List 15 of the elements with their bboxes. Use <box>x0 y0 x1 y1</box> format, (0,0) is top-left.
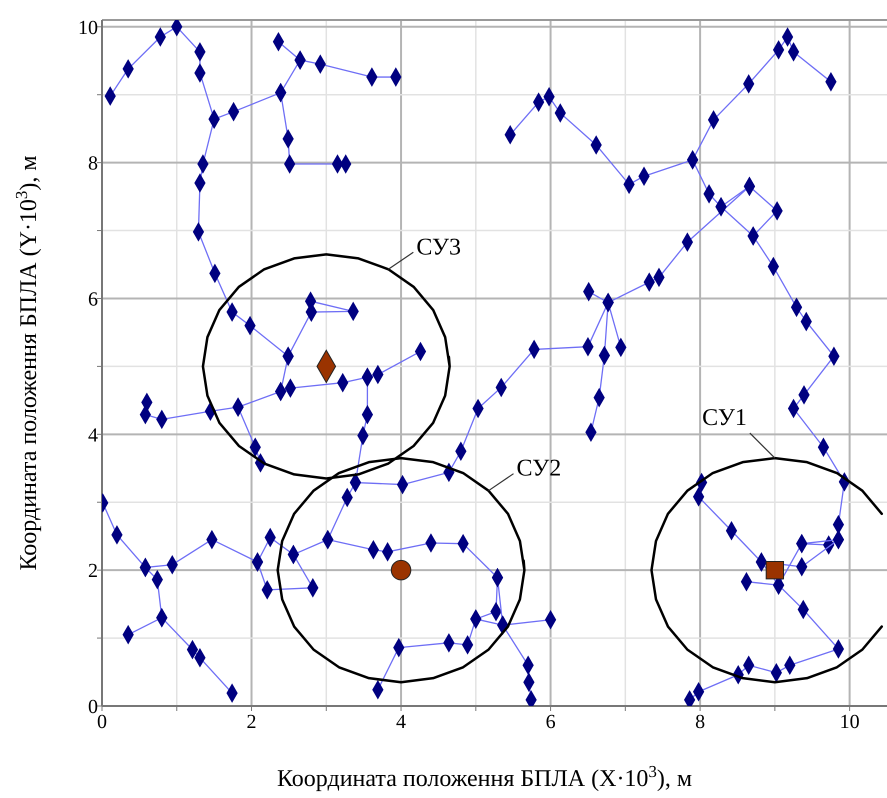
x-tick-label: 2 <box>246 711 257 733</box>
x-tick-label: 8 <box>695 711 706 733</box>
x-axis-title: Координата положення БПЛА (X·10$^{3}$), м <box>276 762 692 792</box>
x-tick-label: 10 <box>840 711 860 733</box>
y-tick-label: 6 <box>88 288 98 310</box>
y-tick-label: 0 <box>88 696 98 718</box>
y-tick-label: 10 <box>78 16 98 39</box>
annotation: СУ1 <box>702 405 747 432</box>
annotation: СУ2 <box>516 456 562 482</box>
y-tick-label: 8 <box>88 152 98 175</box>
x-tick-label: 6 <box>546 711 556 733</box>
x-tick-label: 4 <box>396 711 406 733</box>
y-tick-label: 4 <box>88 424 98 446</box>
y-tick-label: 2 <box>88 560 98 582</box>
annotation: СУ3 <box>416 234 462 260</box>
